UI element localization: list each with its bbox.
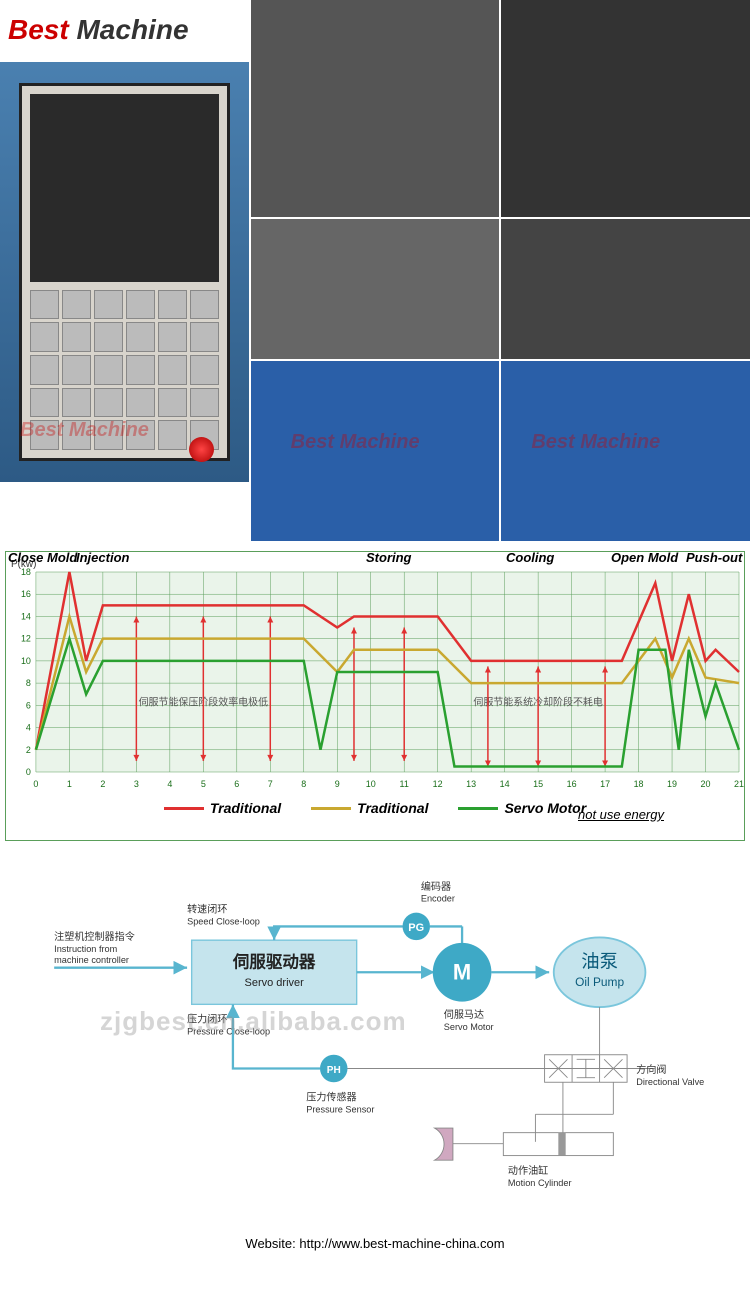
svg-text:方向阀: 方向阀 [636,1063,666,1076]
svg-text:Speed Close-loop: Speed Close-loop [187,917,260,927]
svg-text:2: 2 [100,779,105,789]
svg-text:17: 17 [600,779,610,789]
legend-item: Traditional [311,800,428,816]
servo-system-diagram: 注塑机控制器指令Instruction frommachine controll… [0,846,750,1226]
not-use-energy-label: not use energy [578,807,664,822]
legend-item: Servo Motor [458,800,586,816]
svg-text:12: 12 [21,634,31,644]
footer: Website: http://www.best-machine-china.c… [0,1226,750,1261]
photo-clamping-unit: Best Machine [251,361,500,541]
svg-text:10: 10 [21,656,31,666]
svg-text:machine controller: machine controller [54,955,129,965]
photo-hydraulic-valves [251,0,500,217]
watermark: Best Machine [531,431,660,454]
svg-text:5: 5 [201,779,206,789]
svg-text:19: 19 [667,779,677,789]
svg-text:PG: PG [408,922,424,934]
phase-label: Push-out [686,550,742,565]
svg-text:伺服马达: 伺服马达 [444,1008,484,1021]
energy-chart: Close MoldInjection Storing Cooling Open Mo… [0,541,750,846]
svg-text:21: 21 [734,779,744,789]
svg-text:15: 15 [533,779,543,789]
watermark-url: zjgbest.en.alibaba.com [100,1006,407,1037]
photo-valve-block: Best Machine [501,361,750,541]
phase-label: Cooling [506,550,554,565]
svg-text:Directional Valve: Directional Valve [636,1077,704,1087]
svg-text:11: 11 [400,779,409,789]
svg-text:6: 6 [26,700,31,710]
svg-text:伺服驱动器: 伺服驱动器 [232,952,316,972]
svg-text:6: 6 [234,779,239,789]
phase-label: Open Mold [611,550,678,565]
brand-logo: Best Machine [0,0,249,60]
photo-collage: Best Machine Best Machine Best Machine B… [0,0,750,541]
svg-text:4: 4 [167,779,172,789]
svg-text:Motion Cylinder: Motion Cylinder [508,1178,572,1188]
svg-text:Encoder: Encoder [421,894,455,904]
svg-text:1: 1 [67,779,72,789]
svg-text:转速闭环: 转速闭环 [187,903,227,916]
footer-label: Website: [245,1236,295,1251]
watermark: Best Machine [291,431,420,454]
svg-text:4: 4 [26,723,31,733]
svg-text:14: 14 [500,779,510,789]
svg-text:18: 18 [634,779,644,789]
svg-text:3: 3 [134,779,139,789]
footer-url: http://www.best-machine-china.com [299,1236,504,1251]
svg-text:油泵: 油泵 [581,951,618,972]
svg-text:Pressure Sensor: Pressure Sensor [306,1105,374,1115]
svg-text:M: M [453,960,471,985]
svg-text:10: 10 [366,779,376,789]
svg-text:14: 14 [21,611,31,621]
svg-text:编码器: 编码器 [421,880,451,893]
svg-text:0: 0 [26,767,31,777]
svg-text:16: 16 [567,779,577,789]
svg-text:PH: PH [327,1065,341,1076]
svg-text:16: 16 [21,589,31,599]
svg-text:压力传感器: 压力传感器 [306,1091,356,1104]
svg-text:Servo Motor: Servo Motor [444,1022,494,1032]
phase-label: Injection [76,550,129,565]
logo-machine: Machine [76,14,188,45]
svg-text:12: 12 [433,779,443,789]
svg-text:2: 2 [26,745,31,755]
logo-best: Best [8,14,69,45]
svg-text:动作油缸: 动作油缸 [508,1164,548,1177]
svg-text:8: 8 [26,678,31,688]
svg-text:13: 13 [466,779,476,789]
phase-label: Close Mold [8,550,77,565]
photo-control-panel: Best Machine [0,62,249,482]
svg-text:Oil Pump: Oil Pump [575,975,624,989]
svg-text:8: 8 [301,779,306,789]
legend-item: Traditional [164,800,281,816]
photo-electrical-cabinet [501,219,750,359]
svg-text:9: 9 [335,779,340,789]
svg-text:20: 20 [701,779,711,789]
photo-contactors [501,0,750,217]
svg-text:注塑机控制器指令: 注塑机控制器指令 [54,930,135,943]
svg-text:Servo driver: Servo driver [245,977,305,989]
svg-text:Instruction from: Instruction from [54,944,117,954]
svg-text:0: 0 [33,779,38,789]
svg-text:7: 7 [268,779,273,789]
phase-label: Storing [366,550,412,565]
photo-motor [251,219,500,359]
